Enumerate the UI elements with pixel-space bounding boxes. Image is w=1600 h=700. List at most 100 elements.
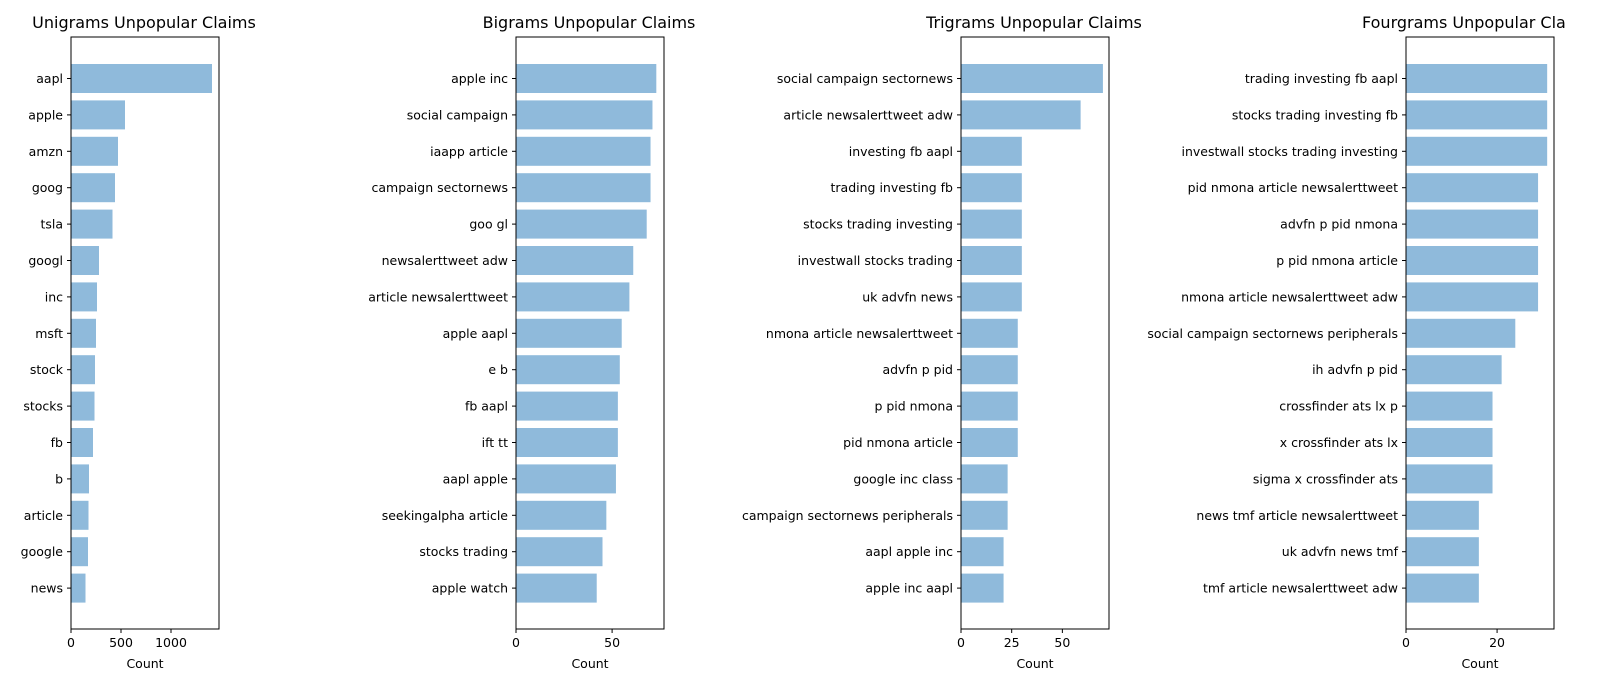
x-tick-label: 0 (1402, 635, 1410, 650)
bar (1406, 64, 1548, 93)
y-tick-label: p pid nmona (874, 399, 953, 414)
bar (961, 136, 1022, 166)
y-tick-label: stock (30, 362, 64, 377)
bar (961, 64, 1103, 93)
bar (516, 573, 597, 603)
y-tick-label: uk advfn news tmf (1282, 544, 1399, 559)
y-tick-label: stocks trading (419, 544, 508, 559)
bar (71, 318, 96, 348)
bar (1406, 464, 1493, 494)
bar (71, 282, 97, 312)
chart-title: Fourgrams Unpopular Cla (1362, 13, 1566, 32)
y-tick-label: social campaign sectornews (777, 71, 953, 86)
bar (516, 355, 620, 385)
y-tick-label: advfn p pid nmona (1280, 217, 1398, 232)
y-tick-label: social campaign sectornews peripherals (1147, 326, 1398, 341)
y-tick-label: campaign sectornews (372, 180, 509, 195)
bar (1406, 246, 1539, 275)
y-tick-label: campaign sectornews peripherals (742, 508, 953, 523)
bar (71, 100, 125, 130)
y-tick-label: pid nmona article (843, 435, 953, 450)
bar (961, 500, 1008, 530)
y-tick-label: advfn p pid (882, 362, 953, 377)
y-tick-label: stocks trading investing fb (1232, 107, 1398, 122)
bar (961, 246, 1022, 275)
x-tick-label: 20 (1489, 635, 1505, 650)
bar (1406, 500, 1479, 530)
y-tick-label: apple inc aapl (865, 581, 953, 596)
axes-frame (1405, 36, 1555, 630)
y-tick-label: inc (45, 289, 63, 304)
bar (71, 173, 115, 203)
y-tick-label: goo gl (469, 217, 508, 232)
y-tick-label: sigma x crossfinder ats (1253, 471, 1398, 486)
y-tick-label: newsalerttweet adw (382, 253, 508, 268)
bar (516, 136, 651, 166)
x-tick-label: 25 (1004, 635, 1020, 650)
y-tick-label: investwall stocks trading (798, 253, 953, 268)
y-tick-label: nmona article newsalerttweet adw (1181, 289, 1398, 304)
bar (1406, 573, 1479, 603)
bar (1406, 136, 1548, 166)
bar (961, 173, 1022, 203)
x-axis-label: Count (1016, 656, 1053, 671)
y-tick-label: nmona article newsalerttweet (766, 326, 953, 341)
axes-frame (70, 36, 220, 630)
bar (71, 537, 88, 567)
y-tick-label: apple (28, 107, 63, 122)
bar (961, 391, 1018, 421)
bar (961, 318, 1018, 348)
bar (961, 282, 1022, 312)
bar (516, 464, 616, 494)
y-tick-label: seekingalpha article (382, 508, 509, 523)
bar (516, 391, 618, 421)
y-tick-label: article newsalerttweet (368, 289, 508, 304)
y-tick-label: msft (35, 326, 63, 341)
bar (71, 246, 99, 275)
bar (961, 355, 1018, 385)
bar (71, 136, 118, 166)
y-tick-label: apple aapl (443, 326, 508, 341)
bar (71, 64, 212, 93)
y-tick-label: pid nmona article newsalerttweet (1188, 180, 1399, 195)
bar (1406, 355, 1502, 385)
bar (961, 428, 1018, 457)
bar (1406, 100, 1548, 130)
bar (71, 209, 113, 239)
bar (516, 537, 603, 567)
y-tick-label: trading investing fb aapl (1245, 71, 1398, 86)
bar (961, 209, 1022, 239)
chart-title: Unigrams Unpopular Claims (32, 13, 256, 32)
y-tick-label: aapl apple (443, 471, 509, 486)
y-tick-label: uk advfn news (862, 289, 953, 304)
y-tick-label: apple inc (451, 71, 508, 86)
bar (516, 246, 634, 275)
bar (516, 318, 622, 348)
x-tick-label: 0 (957, 635, 965, 650)
y-tick-label: google inc class (853, 471, 953, 486)
bar (961, 464, 1008, 494)
y-tick-label: fb aapl (465, 399, 508, 414)
bar (1406, 428, 1493, 457)
bar (1406, 537, 1479, 567)
bar (71, 428, 93, 457)
bar (516, 282, 630, 312)
y-tick-label: article newsalerttweet adw (783, 107, 953, 122)
bar (961, 573, 1004, 603)
bar (516, 173, 651, 203)
bar (71, 464, 89, 494)
bar (516, 500, 607, 530)
axes-frame (515, 36, 665, 630)
y-tick-label: news tmf article newsalerttweet (1196, 508, 1398, 523)
x-tick-label: 500 (109, 635, 133, 650)
y-tick-label: stocks (23, 399, 63, 414)
bar (961, 100, 1081, 130)
x-axis-label: Count (571, 656, 608, 671)
y-tick-label: news (31, 581, 63, 596)
bar (71, 355, 95, 385)
y-tick-label: tmf article newsalerttweet adw (1203, 581, 1398, 596)
bar (516, 209, 647, 239)
y-tick-label: b (55, 471, 63, 486)
y-tick-label: goog (32, 180, 63, 195)
